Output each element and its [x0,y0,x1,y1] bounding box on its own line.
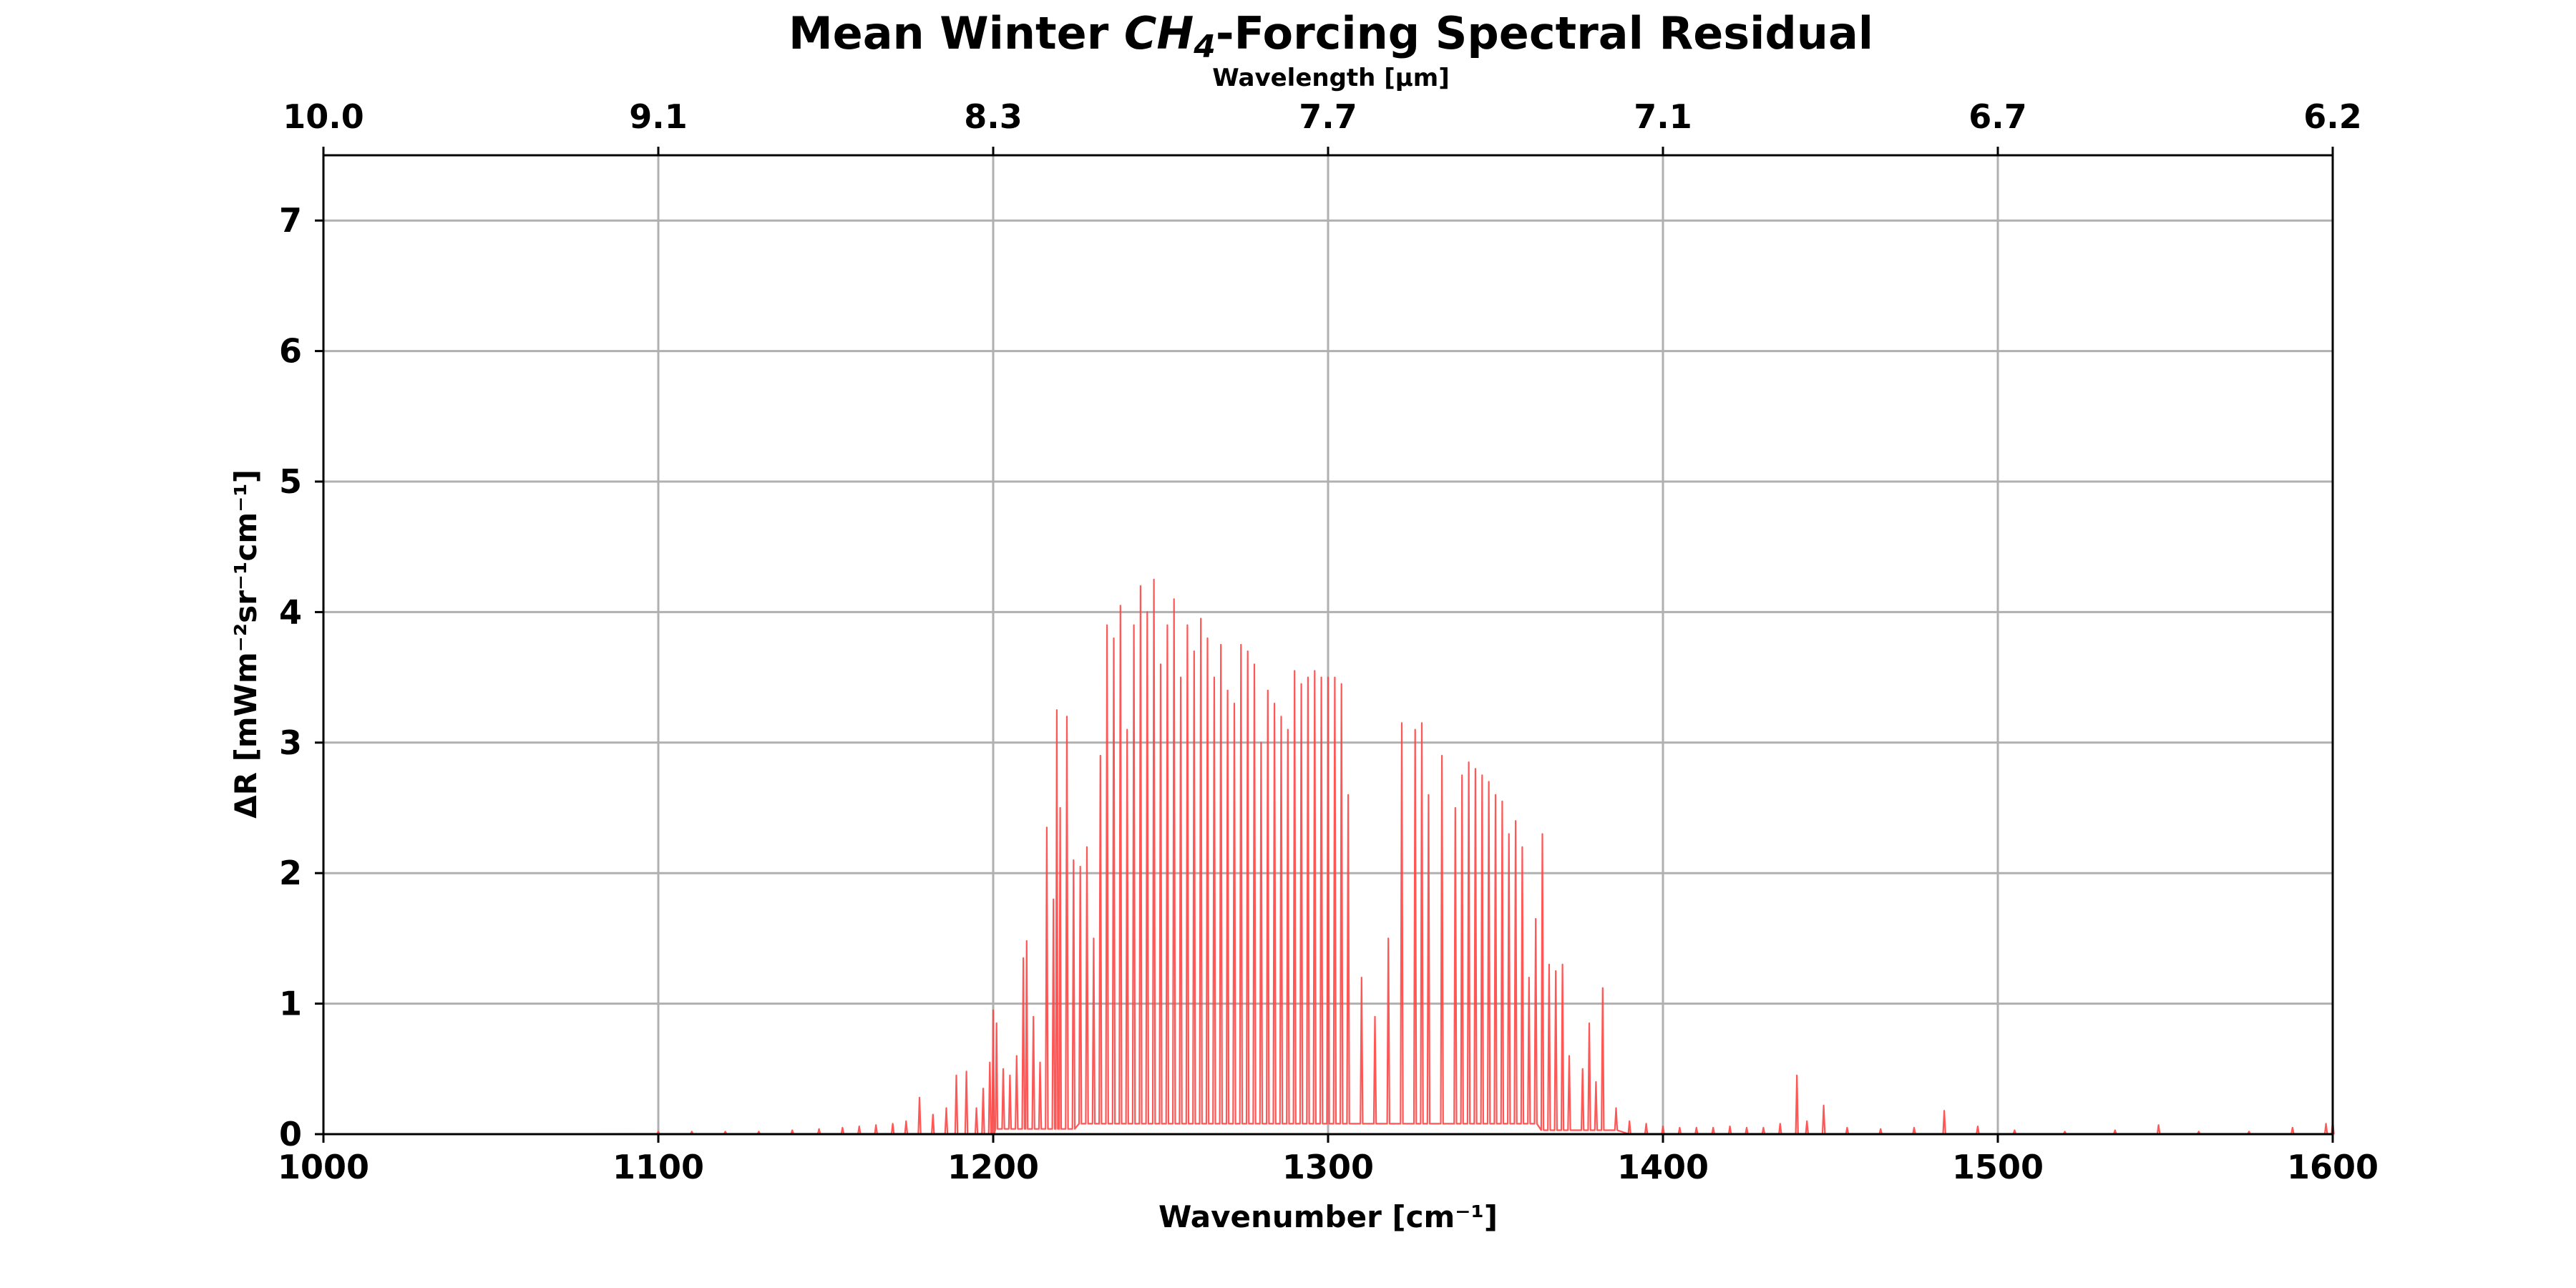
chart-title-subscript: 4 [1193,29,1216,65]
top-axis-label: Wavelength [μm] [1212,64,1450,92]
y-tick-label: 0 [279,1115,302,1153]
y-tick-label: 4 [279,592,302,631]
x-tick-label: 1000 [278,1148,369,1186]
x-tick-label: 1600 [2287,1148,2379,1186]
top-tick-label: 6.2 [2303,97,2362,136]
top-tick-label: 7.1 [1634,97,1692,136]
chart-title-suffix: -Forcing Spectral Residual [1216,7,1873,59]
y-tick-label: 2 [279,854,302,892]
y-tick-label: 7 [279,201,302,240]
y-tick-label: 3 [279,723,302,762]
y-axis: 0 1 2 3 4 5 6 7 [279,201,323,1153]
x-axis: 1000 1100 1200 1300 1400 1500 1600 [278,1134,2379,1186]
y-tick-label: 6 [279,332,302,371]
x-tick-label: 1300 [1282,1148,1374,1186]
x-tick-label: 1500 [1952,1148,2044,1186]
top-tick-label: 9.1 [629,97,688,136]
top-tick-label: 7.7 [1299,97,1357,136]
y-axis-label: ΔR [mWm⁻²sr⁻¹cm⁻¹] [228,469,263,819]
x-tick-label: 1400 [1617,1148,1709,1186]
chart-title-prefix: Mean Winter [789,7,1124,59]
chart-title-species: CH [1124,7,1194,59]
top-tick-label: 8.3 [964,97,1023,136]
y-tick-label: 5 [279,462,302,501]
x-axis-label: Wavenumber [cm⁻¹] [1158,1199,1498,1234]
top-tick-label: 6.7 [1968,97,2027,136]
y-tick-label: 1 [279,985,302,1023]
x-tick-label: 1200 [947,1148,1039,1186]
top-tick-label: 10.0 [283,97,364,136]
x-tick-label: 1100 [613,1148,704,1186]
chart-title: Mean Winter CH4-Forcing Spectral Residua… [789,7,1873,65]
top-axis: 10.0 9.1 8.3 7.7 7.1 6.7 6.2 [283,97,2362,155]
grid-lines [322,155,2334,1136]
